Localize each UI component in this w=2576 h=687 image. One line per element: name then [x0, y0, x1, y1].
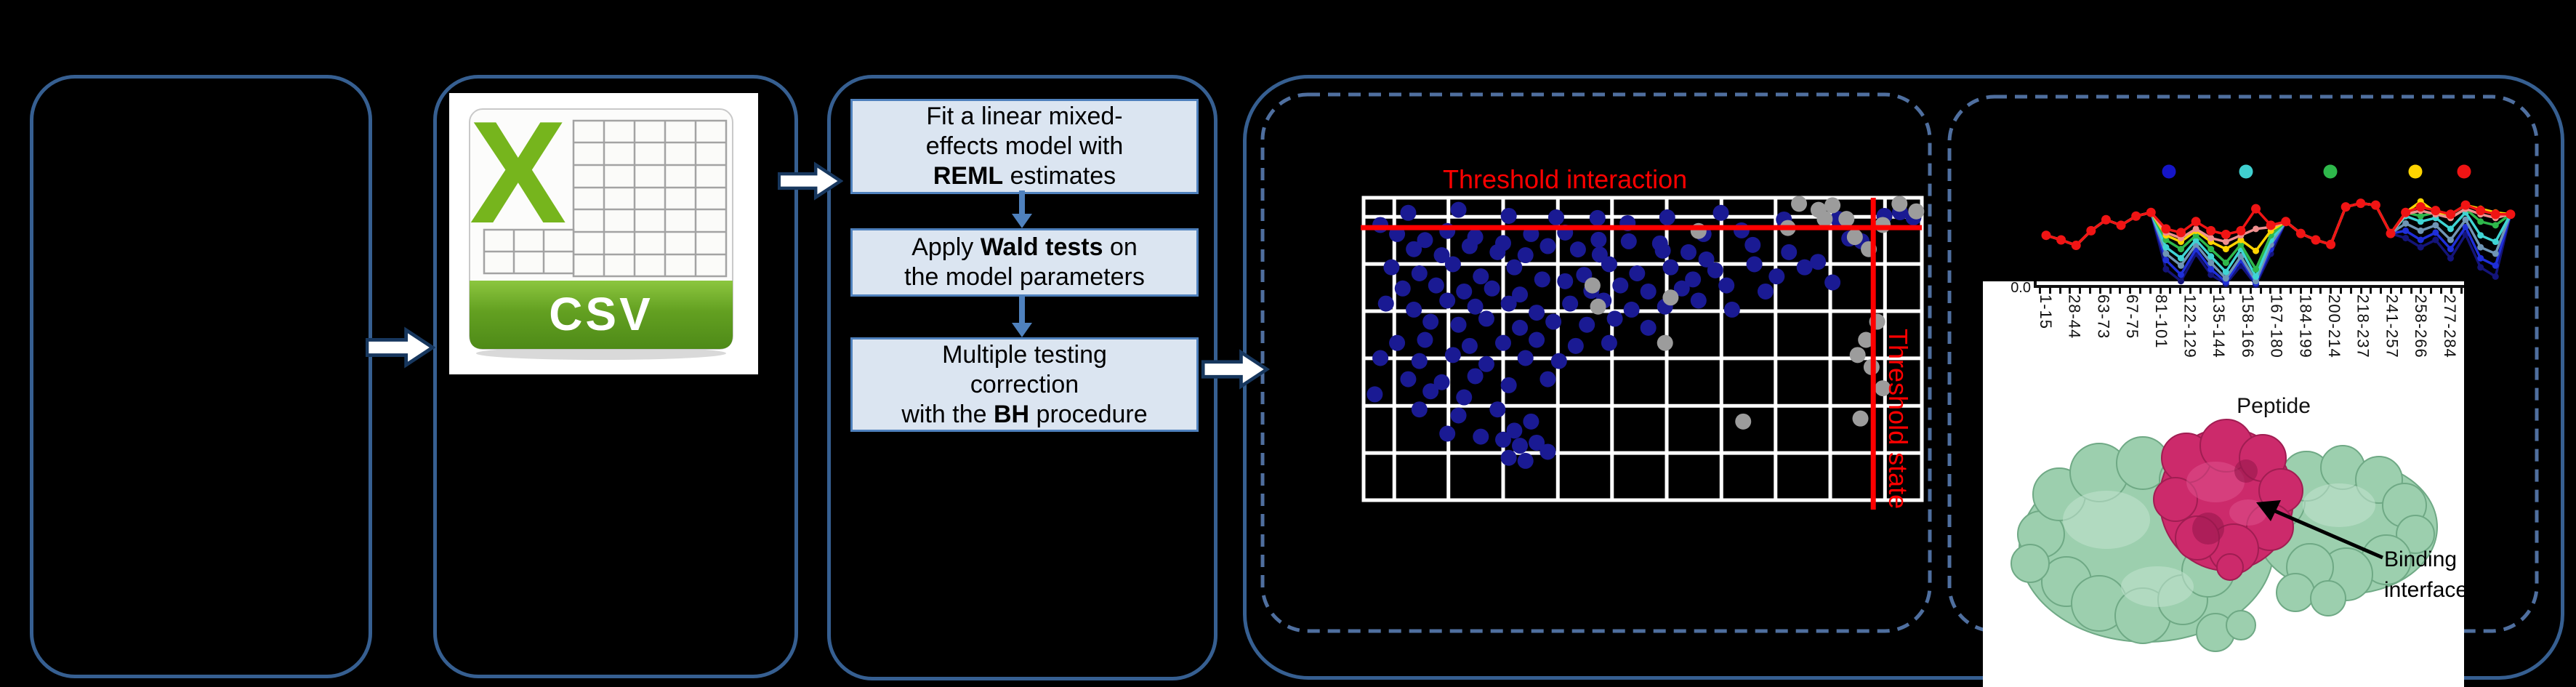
- axis-tick: [2199, 287, 2202, 294]
- peptide-tick-label: 158-166: [2238, 294, 2257, 358]
- protein-crimson-shadows: [2192, 459, 2258, 545]
- axis-tick: [2048, 287, 2051, 294]
- axis-tick: [2430, 287, 2433, 294]
- flow-step-2: Apply Wald tests on the model parameters: [850, 228, 1199, 297]
- axis-tick: [2380, 287, 2383, 294]
- axis-tick: [2309, 287, 2312, 294]
- axis-tick: [2229, 287, 2232, 294]
- protein-crimson-highlights: [2186, 462, 2267, 526]
- x-axis-title: Peptide: [2237, 394, 2311, 418]
- axis-tick: [2359, 287, 2362, 294]
- axis-tick: [2179, 287, 2182, 294]
- peptide-tick-label: 28-44: [2065, 294, 2084, 340]
- block-arrow-3: [1201, 349, 1271, 390]
- axis-tick: [2420, 287, 2423, 294]
- peptide-tick-label: 135-144: [2210, 294, 2229, 358]
- uptake-line-chart: [2041, 164, 2516, 289]
- peptide-tick-label: 81-101: [2152, 294, 2170, 349]
- axis-tick: [2349, 287, 2352, 294]
- binding-interface-label: Binding interface: [2384, 547, 2464, 602]
- protein-crimson-peptide: [2153, 419, 2303, 581]
- legend-dots: [2162, 164, 2471, 179]
- axis-tick: [2440, 287, 2442, 294]
- csv-file-icon: X CSV: [449, 93, 758, 374]
- axis-tick: [2219, 287, 2222, 294]
- axis-tick: [2290, 287, 2292, 294]
- axis-tick: [2450, 287, 2452, 294]
- peptide-tick-label: 241-257: [2383, 294, 2402, 358]
- series-red: [2041, 198, 2516, 251]
- x-axis-line: [2034, 285, 2464, 288]
- peptide-tick-label: 122-129: [2181, 294, 2199, 358]
- axis-tick: [2119, 287, 2122, 294]
- axis-tick: [2039, 287, 2041, 294]
- axis-tick: [2330, 287, 2333, 294]
- axis-tick: [2319, 287, 2322, 294]
- flow-arrow-down-1: [1012, 190, 1032, 228]
- axis-tick: [2169, 287, 2172, 294]
- peptide-tick-label: 63-73: [2094, 294, 2113, 340]
- axis-tick: [2410, 287, 2412, 294]
- axis-tick: [2159, 287, 2162, 294]
- axis-tick: [2069, 287, 2072, 294]
- axis-tick: [2058, 287, 2061, 294]
- axis-tick: [2340, 287, 2342, 294]
- axis-tick: [2189, 287, 2191, 294]
- block-arrow-2: [778, 161, 843, 201]
- flow-arrow-down-2: [1012, 297, 1032, 337]
- protein-structure: [2011, 419, 2438, 652]
- axis-tick: [2098, 287, 2101, 294]
- axis-tick: [2089, 287, 2091, 294]
- peptide-tick-label: 200-214: [2325, 294, 2343, 358]
- axis-tick: [2390, 287, 2392, 294]
- csv-banner-label: CSV: [549, 288, 653, 340]
- protein-green-highlights: [2063, 483, 2375, 607]
- block-arrow-1: [366, 326, 435, 369]
- peptide-tick-label: 1-15: [2037, 294, 2055, 330]
- threshold-lines: [1361, 198, 1922, 510]
- scatter-plot: [1361, 196, 1925, 510]
- y-tick-label: 0.0: [2011, 281, 2031, 296]
- y-axis-stub: [2034, 281, 2037, 288]
- axis-tick: [2139, 287, 2141, 294]
- peptide-tick-label: 184-199: [2296, 294, 2315, 358]
- excel-x-glyph: X: [470, 93, 566, 254]
- small-grid: [483, 228, 575, 275]
- axis-tick: [2079, 287, 2082, 294]
- axis-tick: [2299, 287, 2302, 294]
- panel-input: [30, 75, 372, 678]
- scatter-grid: [1361, 196, 1924, 502]
- peptide-tick-label: 258-266: [2412, 294, 2431, 358]
- axis-tick: [2209, 287, 2212, 294]
- axis-tick: [2109, 287, 2112, 294]
- spreadsheet-grid: [572, 119, 728, 278]
- binding-interface-arrow: [2256, 500, 2383, 560]
- axis-tick: [2249, 287, 2252, 294]
- dashed-panel-interactions: [1260, 92, 1932, 633]
- peptide-panel: 0.0 1-15 28-44 63-73 67-75 81-101 122-129 135-…: [1983, 281, 2464, 687]
- csv-banner: [470, 281, 733, 349]
- peptide-tick-label: 218-237: [2354, 294, 2372, 358]
- series-yellow: [2042, 198, 2514, 254]
- peptide-tick-label: 167-180: [2267, 294, 2286, 358]
- axis-tick: [2399, 287, 2402, 294]
- axis-tick: [2239, 287, 2242, 294]
- panel-csv: [433, 75, 798, 678]
- axis-tick: [2279, 287, 2282, 294]
- peptide-tick-label: 67-75: [2123, 294, 2142, 340]
- axis-tick: [2149, 287, 2152, 294]
- axis-tick: [2259, 287, 2262, 294]
- axis-tick: [2370, 287, 2372, 294]
- axis-tick: [2460, 287, 2463, 294]
- peptide-tick-label: 277-284: [2440, 294, 2459, 358]
- scatter-vline-label: Threshold state: [1883, 329, 1913, 510]
- axis-tick: [2129, 287, 2132, 294]
- axis-tick: [2269, 287, 2272, 294]
- scatter-title: Threshold interaction: [1443, 164, 1688, 194]
- flow-step-3: Multiple testing correction with the BH pr…: [850, 337, 1199, 432]
